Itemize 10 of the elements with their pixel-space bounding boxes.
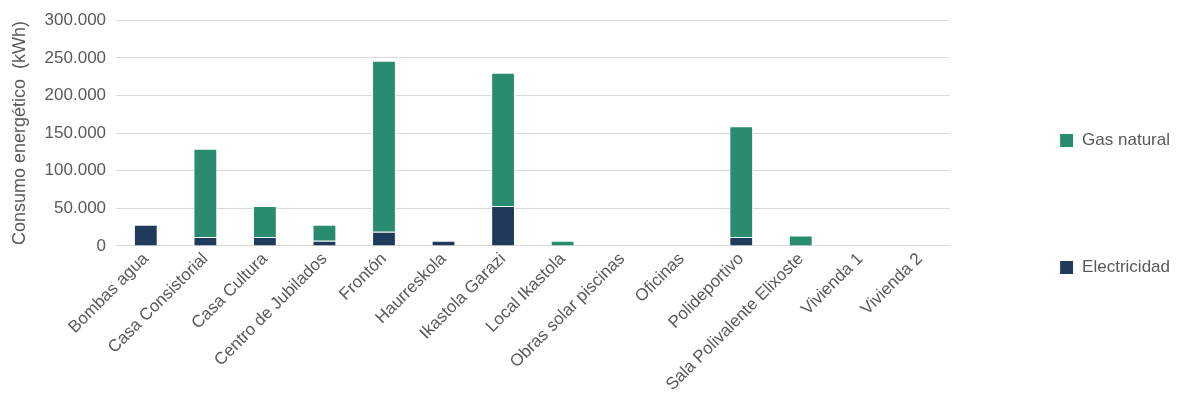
y-tick-label: 300.000 bbox=[44, 9, 107, 29]
y-axis-title: Consumo energético (kWh) bbox=[8, 21, 29, 246]
y-tick-label: 150.000 bbox=[44, 122, 107, 142]
y-tick-label: 250.000 bbox=[44, 47, 107, 67]
y-tick-label: 50.000 bbox=[54, 198, 107, 217]
y-tick-label: 200.000 bbox=[44, 85, 107, 105]
legend-label: Electricidad bbox=[1082, 257, 1170, 277]
y-tick-label: 0 bbox=[96, 235, 107, 255]
y-tick-label: 100.000 bbox=[44, 160, 107, 180]
legend-label: Gas natural bbox=[1082, 130, 1171, 150]
